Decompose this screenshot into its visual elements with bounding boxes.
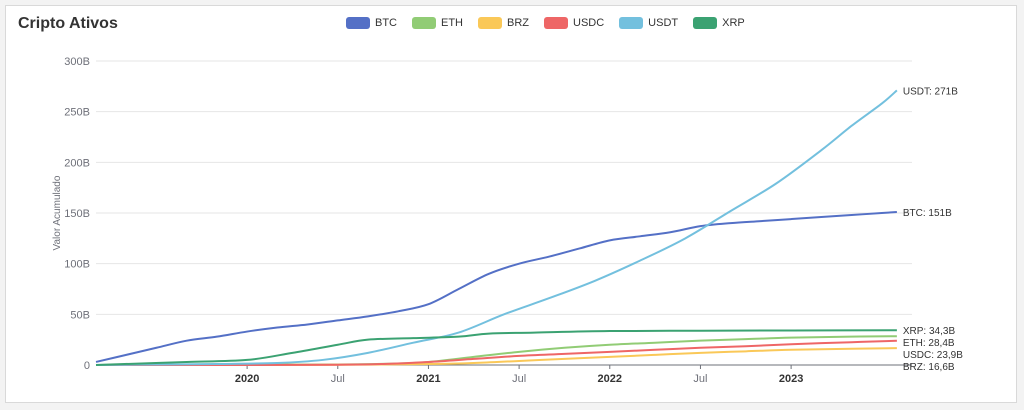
legend-label: ETH xyxy=(441,17,463,29)
legend-swatch xyxy=(346,17,370,29)
legend-item-usdt[interactable]: USDT xyxy=(619,17,678,29)
series-line-usdt xyxy=(95,89,898,366)
y-tick-label: 100B xyxy=(64,259,90,271)
legend-swatch xyxy=(478,17,502,29)
legend-item-eth[interactable]: ETH xyxy=(412,17,463,29)
chart-card: Cripto Ativos BTC ETH BRZ USDC USDT XRP xyxy=(5,5,1017,403)
series-line-btc xyxy=(95,210,897,363)
x-tick-label: 2022 xyxy=(598,373,622,385)
legend-label: BRZ xyxy=(507,17,529,29)
legend-label: USDC xyxy=(573,17,605,29)
x-tick-label: Jul xyxy=(331,373,345,385)
x-tick-label: Jul xyxy=(693,373,707,385)
legend-item-xrp[interactable]: XRP xyxy=(693,17,745,29)
end-label-eth: ETH: 28,4B xyxy=(903,338,955,349)
legend-label: USDT xyxy=(648,17,679,29)
x-tick-label: Jul xyxy=(512,373,526,385)
end-label-xrp: XRP: 34,3B xyxy=(903,326,956,337)
series-line-xrp xyxy=(95,329,897,366)
y-tick-label: 0 xyxy=(84,360,90,372)
chart-title: Cripto Ativos xyxy=(18,15,118,32)
chart-legend: BTC ETH BRZ USDC USDT XRP xyxy=(346,17,745,29)
legend-label: XRP xyxy=(722,17,745,29)
y-tick-label: 300B xyxy=(64,56,90,68)
y-axis-label: Valor Acumulado xyxy=(52,175,63,250)
y-tick-label: 250B xyxy=(64,107,90,119)
legend-item-btc[interactable]: BTC xyxy=(346,17,397,29)
x-tick-label: 2023 xyxy=(779,373,803,385)
y-tick-label: 50B xyxy=(70,309,90,321)
legend-item-usdc[interactable]: USDC xyxy=(544,17,604,29)
end-label-btc: BTC: 151B xyxy=(903,208,952,219)
end-label-usdc: USDC: 23,9B xyxy=(903,350,963,361)
legend-swatch xyxy=(412,17,436,29)
legend-swatch xyxy=(619,17,644,29)
legend-item-brz[interactable]: BRZ xyxy=(478,17,529,29)
end-label-brz: BRZ: 16,6B xyxy=(903,362,955,373)
y-tick-label: 200B xyxy=(64,157,90,169)
legend-label: BTC xyxy=(375,17,397,29)
x-tick-label: 2021 xyxy=(416,373,440,385)
series-line-usdc xyxy=(95,339,897,367)
end-label-usdt: USDT: 271B xyxy=(903,86,958,97)
x-tick-label: 2020 xyxy=(235,373,259,385)
y-tick-label: 150B xyxy=(64,208,90,220)
legend-swatch xyxy=(544,17,568,29)
legend-swatch xyxy=(693,17,718,29)
